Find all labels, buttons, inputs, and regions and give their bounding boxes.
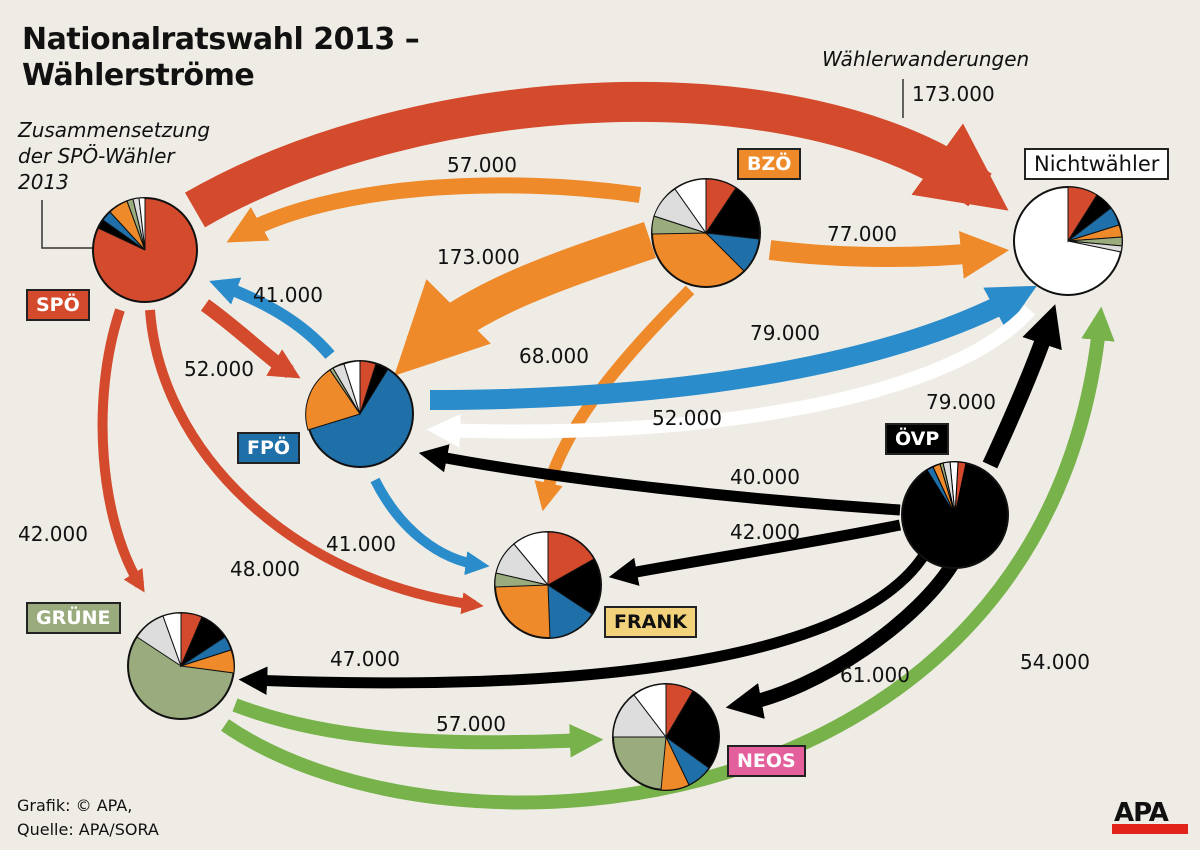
party-label-neos: NEOS: [727, 745, 806, 777]
caption-line-2: der SPÖ-Wähler: [18, 144, 175, 168]
flow-label-fpo-frank: 41.000: [326, 532, 396, 556]
apa-logo: APA: [1112, 798, 1188, 834]
flow-bzo-fpo: [394, 221, 657, 376]
flow-label-grune-neos: 57.000: [436, 712, 506, 736]
title-line-1: Nationalratswahl 2013 –: [22, 22, 420, 57]
flow-ovp-frank: [608, 519, 902, 586]
flow-label-bzo-frank: 68.000: [519, 344, 589, 368]
flow-label-bzo-fpo: 173.000: [437, 245, 520, 269]
flow-label-ovp-fpo: 40.000: [730, 465, 800, 489]
spo-composition-caption: Zusammensetzung der SPÖ-Wähler 2013: [18, 117, 210, 195]
flow-spo-nichtwaehler: [185, 81, 1009, 228]
title-line-2: Wählerströme: [22, 58, 255, 93]
pie-nichtwaehler: [1013, 186, 1123, 296]
flow-fpo-frank: [370, 477, 490, 576]
flow-bzo-spo: [226, 177, 642, 243]
flow-label-ovp-neos: 61.000: [840, 663, 910, 687]
flow-label-ovp-grune: 47.000: [330, 647, 400, 671]
source-line: Quelle: APA/SORA: [17, 820, 159, 839]
subtitle-leader-line: [41, 200, 95, 249]
flow-label-spo-frank: 48.000: [230, 557, 300, 581]
apa-logo-bar: [1112, 824, 1188, 834]
flow-bzo-nichtwaehler: [768, 230, 1010, 279]
flow-spo-frank: [145, 309, 484, 615]
party-label-spo: SPÖ: [26, 289, 90, 321]
flow-label-grune-nichtwaehler: 54.000: [1020, 650, 1090, 674]
caption-line-3: 2013: [18, 170, 69, 194]
page-title: Nationalratswahl 2013 – Wählerströme: [22, 22, 420, 94]
flow-label-nichtwaehler-fpo: 52.000: [652, 406, 722, 430]
flow-label-bzo-spo: 57.000: [447, 153, 517, 177]
flow-ovp-neos: [725, 556, 962, 719]
source-credit: Grafik: © APA, Quelle: APA/SORA: [17, 794, 159, 842]
apa-logo-text: APA: [1114, 798, 1169, 828]
flow-label-fpo-spo: 41.000: [253, 283, 323, 307]
flow-label-spo-grune: 42.000: [18, 522, 88, 546]
flow-ovp-nichtwaehler: [982, 304, 1062, 469]
party-label-grune: GRÜNE: [26, 602, 121, 634]
flow-spo-fpo: [200, 299, 301, 379]
flow-label-spo-fpo: 52.000: [184, 357, 254, 381]
pie-ovp: [901, 461, 1009, 569]
party-label-fpo: FPÖ: [237, 432, 301, 464]
flow-fpo-spo: [209, 277, 335, 359]
flow-nichtwaehler-fpo: [426, 305, 1036, 448]
pie-bzo: [651, 178, 761, 288]
flow-fpo-nichtwaehler: [429, 285, 1037, 410]
flow-ovp-grune: [238, 542, 935, 695]
flow-label-bzo-nichtwaehler: 77.000: [827, 222, 897, 246]
flows-example-value: 173.000: [912, 82, 995, 106]
pie-neos: [612, 683, 720, 791]
flow-label-fpo-nichtwaehler: 79.000: [750, 321, 820, 345]
pie-fpo: [305, 360, 414, 468]
party-label-ovp: ÖVP: [885, 423, 950, 455]
flows-caption: Wählerwanderungen: [822, 47, 1030, 71]
flow-grune-neos: [232, 698, 604, 758]
flow-label-ovp-nichtwaehler: 79.000: [926, 390, 996, 414]
party-label-bzo: BZÖ: [737, 148, 802, 180]
credit-line: Grafik: © APA,: [17, 796, 133, 815]
party-label-nichtwaehler: Nichtwähler: [1024, 148, 1170, 180]
pie-grune: [127, 612, 235, 720]
flow-ovp-fpo: [418, 444, 901, 516]
caption-line-1: Zusammensetzung: [18, 118, 211, 142]
flow-spo-grune: [97, 308, 145, 593]
flow-label-ovp-frank: 42.000: [730, 520, 800, 544]
pie-spo: [92, 197, 198, 303]
party-label-frank: FRANK: [604, 606, 697, 638]
pie-frank: [494, 531, 602, 639]
